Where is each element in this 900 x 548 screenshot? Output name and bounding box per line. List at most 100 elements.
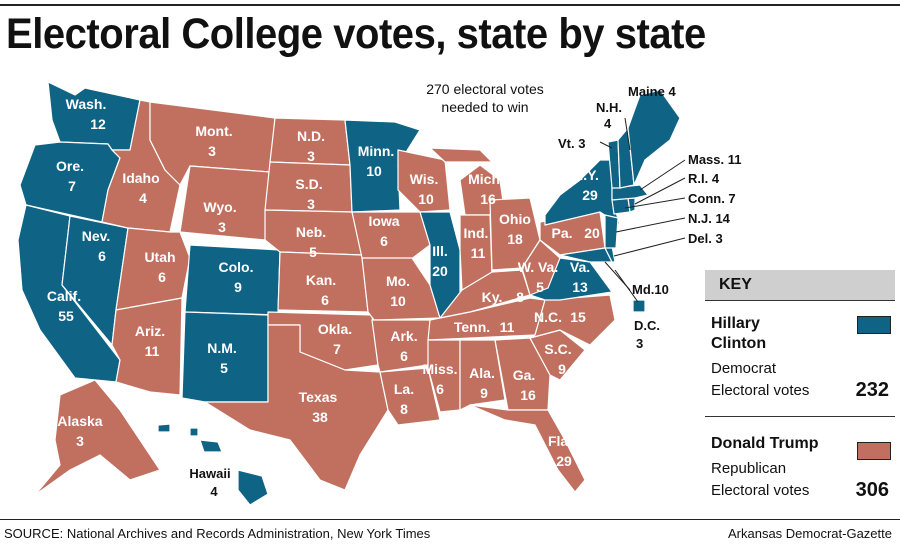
state-ga [494, 337, 551, 411]
votes-pa: 20 [584, 225, 600, 241]
label-ga: Ga. [513, 367, 536, 383]
votes-wi: 10 [418, 191, 434, 207]
state-wv [521, 239, 561, 296]
state-me [627, 89, 681, 186]
label-il: Ill. [432, 243, 448, 259]
legend-dem-swatch [857, 316, 891, 334]
votes-mo: 10 [390, 293, 406, 309]
votes-sd: 3 [307, 196, 315, 212]
label-mt: Mont. [195, 123, 232, 139]
state-hi-4 [157, 423, 171, 433]
legend-dem-label: Electoral votes [711, 382, 810, 399]
callout-me: Maine 4 [628, 84, 676, 99]
state-al [459, 339, 506, 411]
label-co: Colo. [219, 259, 254, 275]
label-hi: Hawaii [189, 466, 230, 481]
votes-ok: 7 [333, 341, 341, 357]
label-or: Ore. [56, 158, 84, 174]
label-id: Idaho [122, 170, 159, 186]
label-ca: Calif. [47, 288, 81, 304]
legend-dem-party: Democrat [711, 360, 777, 377]
votes-ca: 55 [58, 308, 74, 324]
votes-nc: 15 [570, 309, 586, 325]
votes-ar: 6 [400, 348, 408, 364]
label-ky: Ky. [482, 289, 503, 305]
votes-fl: 29 [556, 453, 572, 469]
votes-id: 4 [139, 190, 147, 206]
votes-mi: 16 [480, 191, 496, 207]
label-tn: Tenn. [454, 319, 490, 335]
state-co [184, 244, 281, 316]
votes-tn: 11 [500, 319, 515, 335]
label-oh: Ohio [499, 211, 531, 227]
callout-nj: N.J. 14 [688, 211, 731, 226]
votes-wv: 5 [536, 279, 544, 295]
bottom-rule [0, 519, 900, 520]
callout-nh-name: N.H. [596, 100, 622, 115]
label-la: La. [394, 381, 414, 397]
label-wi: Wis. [410, 171, 439, 187]
legend-rep-swatch [857, 442, 891, 460]
votes-nd: 3 [307, 148, 315, 164]
callout-ma: Mass. 11 [688, 152, 742, 167]
legend-rep-total: 306 [855, 479, 889, 501]
legend-rep-name: Donald Trump [711, 435, 819, 452]
label-ia: Iowa [368, 213, 399, 229]
label-ny: N.Y. [573, 167, 599, 183]
state-ct [611, 197, 631, 215]
votes-in: 11 [471, 245, 486, 261]
votes-ms: 6 [436, 381, 444, 397]
votes-tx: 38 [312, 409, 328, 425]
label-nv: Nev. [82, 228, 111, 244]
label-fl: Fla. [548, 433, 572, 449]
votes-ia: 6 [380, 233, 388, 249]
label-nd: N.D. [297, 128, 325, 144]
state-ma [611, 184, 649, 201]
votes-nm: 5 [220, 360, 228, 376]
votes-hi: 4 [210, 484, 218, 499]
label-al: Ala. [469, 365, 495, 381]
label-ok: Okla. [318, 321, 352, 337]
callout-nh-votes: 4 [604, 116, 612, 131]
legend-dem-total: 232 [855, 379, 889, 401]
legend-heading: KEY [705, 270, 895, 300]
legend: KEY Hillary Clinton Democrat Electoral v… [705, 270, 895, 510]
legend-divider [705, 300, 895, 301]
votes-ga: 16 [520, 387, 536, 403]
state-dc [632, 299, 646, 313]
label-ak: Alaska [57, 413, 102, 429]
label-wa: Wash. [66, 96, 107, 112]
state-ia [351, 211, 431, 261]
label-sc: S.C. [544, 341, 571, 357]
label-pa: Pa. [551, 225, 572, 241]
votes-oh: 18 [507, 231, 523, 247]
state-ak [34, 379, 161, 496]
state-hi-1 [237, 469, 269, 506]
votes-sc: 9 [558, 361, 566, 377]
state-mi-up [429, 147, 493, 163]
votes-nv: 6 [98, 248, 106, 264]
votes-va: 13 [572, 279, 588, 295]
votes-il: 20 [432, 263, 448, 279]
votes-al: 9 [480, 385, 488, 401]
label-ks: Kan. [306, 272, 336, 288]
label-ne: Neb. [296, 224, 326, 240]
label-sd: S.D. [295, 176, 322, 192]
votes-or: 7 [68, 178, 76, 194]
votes-ne: 5 [309, 244, 317, 260]
votes-ak: 3 [76, 433, 84, 449]
label-mo: Mo. [386, 273, 410, 289]
label-in: Ind. [464, 225, 489, 241]
page-title: Electoral College votes, state by state [6, 10, 706, 58]
label-wv: W. Va. [518, 259, 558, 275]
votes-mt: 3 [208, 143, 216, 159]
legend-dem-name-2: Clinton [711, 335, 767, 352]
votes-ks: 6 [321, 292, 329, 308]
credit-line: Arkansas Democrat-Gazette [727, 526, 892, 541]
label-mn: Minn. [358, 143, 395, 159]
inline-labels: 8 11 15 20 [500, 225, 600, 335]
label-ut: Utah [144, 249, 175, 265]
state-hi-3 [189, 427, 199, 437]
state-mo [361, 257, 441, 321]
